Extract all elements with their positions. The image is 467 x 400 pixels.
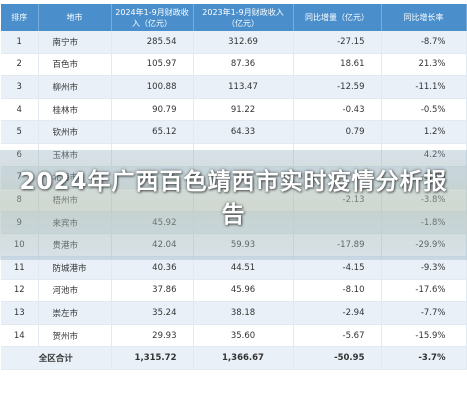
rank-cell: 12 — [1, 279, 39, 303]
rank-cell: 13 — [1, 301, 39, 325]
table-row: 5 钦州市 65.12 64.33 0.79 1.2% — [1, 120, 467, 144]
rank-cell: 4 — [1, 98, 39, 122]
yoy-rate-cell: 1.2% — [381, 120, 467, 144]
revenue-2024-cell: 37.86 — [111, 279, 194, 303]
rank-cell: 11 — [1, 256, 39, 280]
yoy-rate-cell: -17.6% — [381, 279, 467, 303]
rank-cell: 2 — [1, 53, 39, 77]
revenue-2023-cell: 113.47 — [193, 75, 294, 99]
yoy-change-cell: -4.15 — [293, 256, 382, 280]
revenue-2023-cell: 44.51 — [193, 256, 294, 280]
yoy-rate-cell: -0.5% — [381, 98, 467, 122]
table-row: 11 防城港市 40.36 44.51 -4.15 -9.3% — [1, 256, 467, 280]
yoy-change-cell: -2.94 — [293, 301, 382, 325]
table-row: 1 南宁市 285.54 312.69 -27.15 -8.7% — [1, 31, 467, 54]
table-row: 3 柳州市 100.88 113.47 -12.59 -11.1% — [1, 75, 467, 99]
yoy-rate-cell: -15.9% — [381, 324, 467, 348]
yoy-change-cell: -5.67 — [293, 324, 382, 348]
revenue-2023-cell: 64.33 — [193, 120, 294, 144]
total-yoy-rate: -3.7% — [381, 346, 467, 370]
table-row: 13 崇左市 35.24 38.18 -2.94 -7.7% — [1, 301, 467, 325]
rank-cell: 5 — [1, 120, 39, 144]
revenue-2024-cell: 285.54 — [111, 31, 194, 54]
rank-cell: 14 — [1, 324, 39, 348]
yoy-rate-cell: 21.3% — [381, 53, 467, 77]
revenue-2023-cell: 45.96 — [193, 279, 294, 303]
header-rank: 排序 — [1, 4, 39, 31]
yoy-rate-cell: -11.1% — [381, 75, 467, 99]
header-yoy-rate: 同比增长率 — [381, 4, 467, 31]
yoy-change-cell: -12.59 — [293, 75, 382, 99]
city-cell: 南宁市 — [38, 31, 112, 54]
rank-cell: 1 — [1, 31, 39, 54]
table-row: 2 百色市 105.97 87.36 18.61 21.3% — [1, 53, 467, 77]
city-cell: 百色市 — [38, 53, 112, 77]
total-row: 全区合计 1,315.72 1,366.67 -50.95 -3.7% — [1, 346, 467, 370]
revenue-2024-cell: 40.36 — [111, 256, 194, 280]
yoy-change-cell: -8.10 — [293, 279, 382, 303]
revenue-2024-cell: 105.97 — [111, 53, 194, 77]
city-cell: 贺州市 — [38, 324, 112, 348]
revenue-2023-cell: 91.22 — [193, 98, 294, 122]
city-cell: 柳州市 — [38, 75, 112, 99]
revenue-2024-cell: 90.79 — [111, 98, 194, 122]
overlay-title: 2024年广西百色靖西市实时疫情分析报告 — [19, 169, 448, 228]
header-city: 地市 — [38, 4, 112, 31]
rank-cell: 3 — [1, 75, 39, 99]
city-cell: 河池市 — [38, 279, 112, 303]
yoy-rate-cell: -9.3% — [381, 256, 467, 280]
revenue-2023-cell: 312.69 — [193, 31, 294, 54]
title-banner — [0, 150, 467, 260]
revenue-2024-cell: 100.88 — [111, 75, 194, 99]
yoy-change-cell: 0.79 — [293, 120, 382, 144]
yoy-rate-cell: -7.7% — [381, 301, 467, 325]
revenue-2024-cell: 29.93 — [111, 324, 194, 348]
total-label: 全区合计 — [1, 346, 112, 370]
table-row: 12 河池市 37.86 45.96 -8.10 -17.6% — [1, 279, 467, 303]
total-revenue-2023: 1,366.67 — [193, 346, 294, 370]
header-revenue-2024: 2024年1-9月财政收入（亿元） — [111, 4, 194, 31]
revenue-2023-cell: 87.36 — [193, 53, 294, 77]
revenue-2024-cell: 65.12 — [111, 120, 194, 144]
table-header-row: 排序 地市 2024年1-9月财政收入（亿元） 2023年1-9月财政收入（亿元… — [1, 4, 467, 31]
revenue-2023-cell: 38.18 — [193, 301, 294, 325]
table-row: 4 桂林市 90.79 91.22 -0.43 -0.5% — [1, 98, 467, 122]
yoy-change-cell: 18.61 — [293, 53, 382, 77]
city-cell: 崇左市 — [38, 301, 112, 325]
yoy-change-cell: -27.15 — [293, 31, 382, 54]
table-row: 14 贺州市 29.93 35.60 -5.67 -15.9% — [1, 324, 467, 348]
total-yoy-change: -50.95 — [293, 346, 382, 370]
yoy-change-cell: -0.43 — [293, 98, 382, 122]
revenue-2024-cell: 35.24 — [111, 301, 194, 325]
header-yoy-change: 同比增量（亿元） — [293, 4, 382, 31]
revenue-2023-cell: 35.60 — [193, 324, 294, 348]
yoy-rate-cell: -8.7% — [381, 31, 467, 54]
header-revenue-2023: 2023年1-9月财政收入（亿元） — [193, 4, 294, 31]
city-cell: 钦州市 — [38, 120, 112, 144]
city-cell: 桂林市 — [38, 98, 112, 122]
city-cell: 防城港市 — [38, 256, 112, 280]
total-revenue-2024: 1,315.72 — [111, 346, 194, 370]
